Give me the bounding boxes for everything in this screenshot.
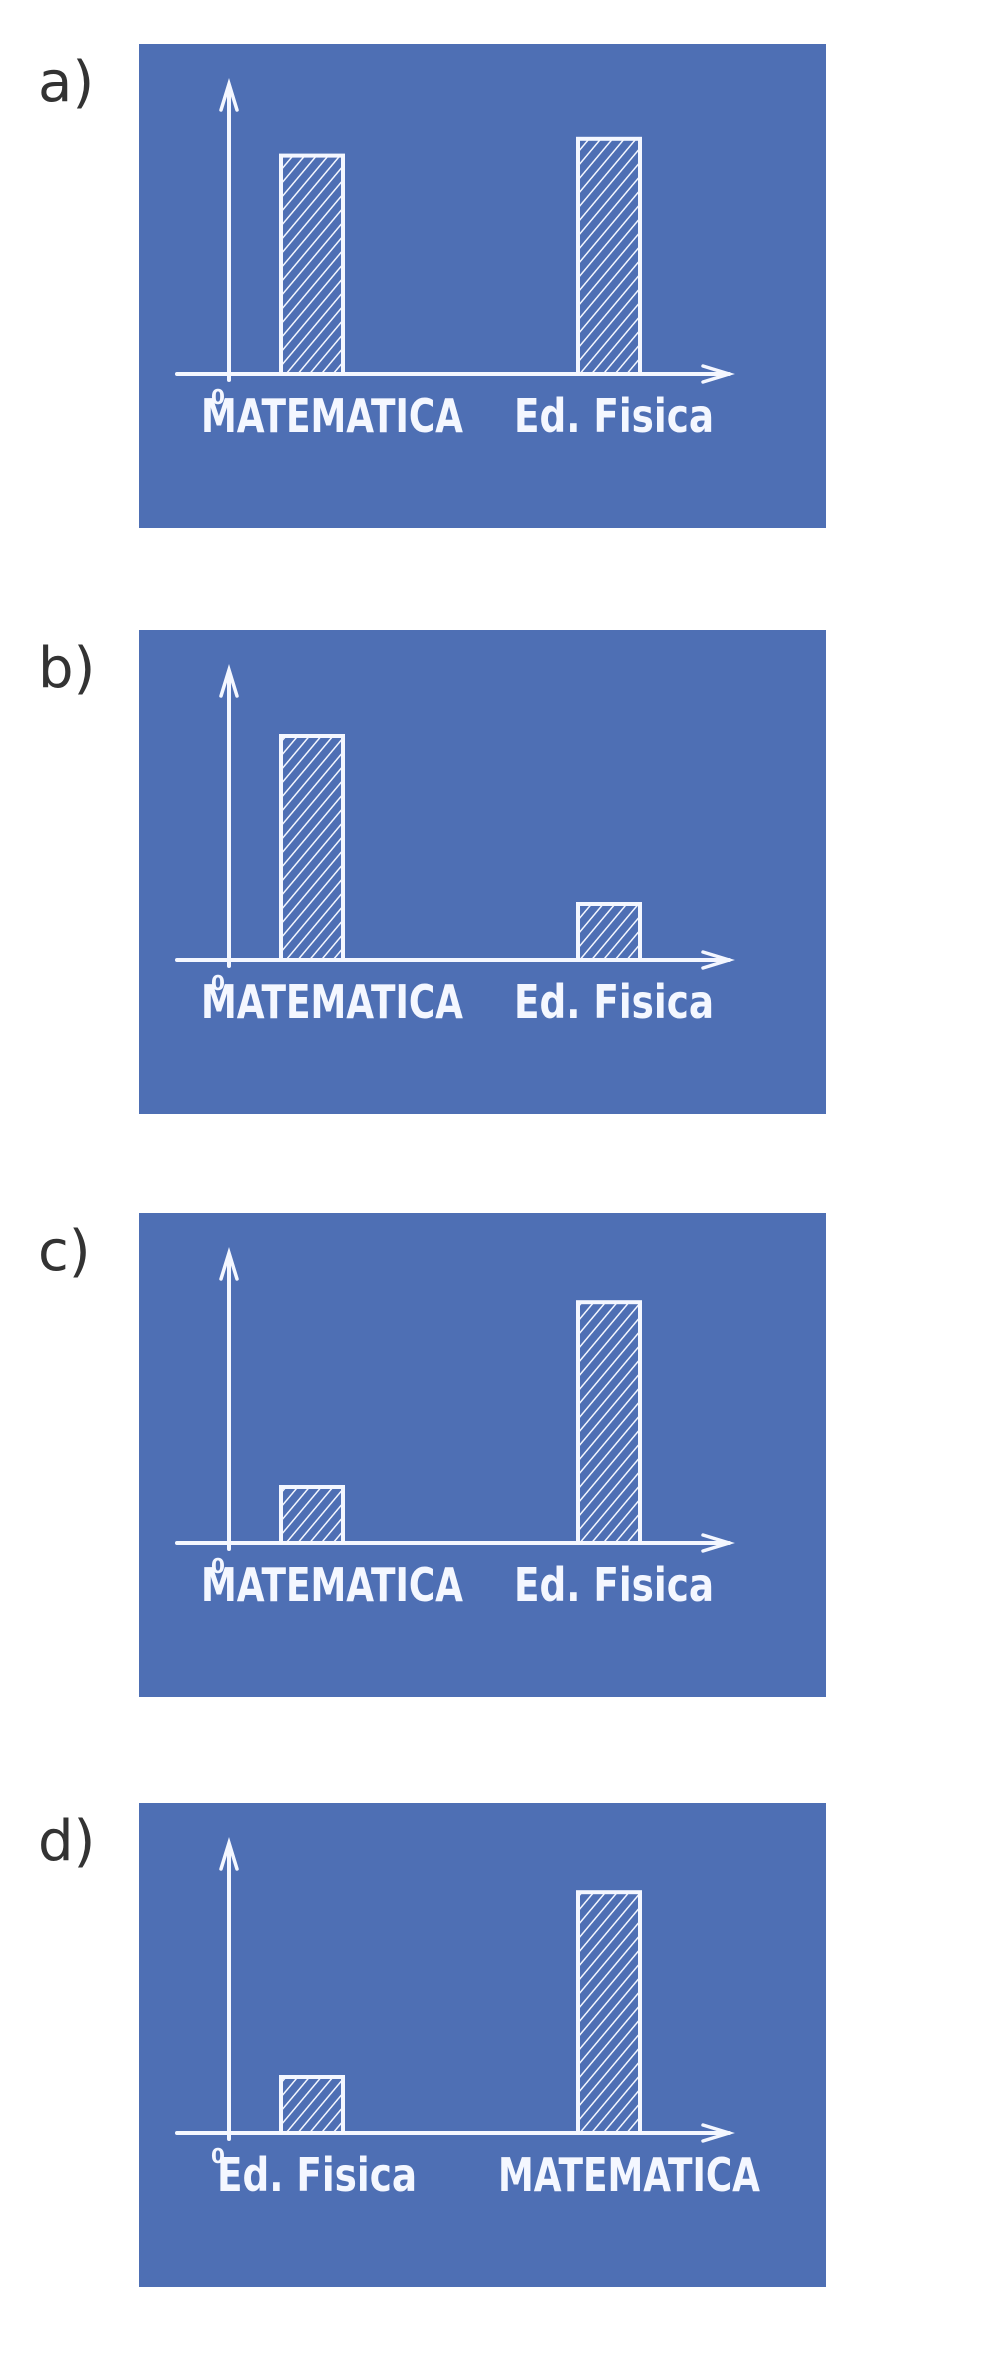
origin-label: 0: [211, 385, 225, 409]
x-axis-arrow: [701, 1533, 735, 1553]
option-label: d): [38, 1809, 96, 1874]
chart-panel: 0 MATEMATICA Ed. Fisica: [139, 1213, 826, 1697]
category-label: Ed. Fisica: [514, 389, 714, 443]
category-label: MATEMATICA: [201, 975, 463, 1029]
chart-panel: 0 MATEMATICA Ed. Fisica: [139, 630, 826, 1114]
panel-background: [139, 1213, 826, 1697]
bar: [279, 153, 345, 376]
panel-background: [139, 630, 826, 1114]
origin-label: 0: [211, 1554, 225, 1578]
option-label: c): [38, 1219, 91, 1284]
chart-panel: 0 MATEMATICA Ed. Fisica: [139, 44, 826, 528]
bar: [279, 2075, 345, 2135]
x-axis-arrow: [701, 950, 735, 970]
category-label: MATEMATICA: [201, 389, 463, 443]
chart-panel: 0 Ed. Fisica MATEMATICA: [139, 1803, 826, 2287]
y-axis-arrow: [219, 1247, 239, 1281]
bar: [576, 902, 642, 962]
panel-background: [139, 44, 826, 528]
bar: [576, 1890, 642, 2135]
bar: [279, 734, 345, 962]
category-label: Ed. Fisica: [514, 1558, 714, 1612]
y-axis-arrow: [219, 78, 239, 112]
category-label: Ed. Fisica: [514, 975, 714, 1029]
bar: [576, 136, 642, 376]
option-d[interactable]: d) 0 Ed. Fisica MATEMATICA: [0, 1803, 984, 2303]
bar: [279, 1485, 345, 1545]
panel-background: [139, 1803, 826, 2287]
option-label: b): [38, 636, 96, 701]
y-axis-arrow: [219, 1837, 239, 1871]
option-c[interactable]: c) 0 MATEMATICA Ed. Fisica: [0, 1213, 984, 1713]
x-axis-arrow: [701, 364, 735, 384]
y-axis-arrow: [219, 664, 239, 698]
option-a[interactable]: a) 0 MATEMATICA Ed. Fisica: [0, 44, 984, 544]
bar-chart: 0Ed. Fisica MATEMATICA: [139, 1803, 826, 2287]
option-label: a): [38, 50, 95, 115]
bar: [576, 1300, 642, 1545]
option-b[interactable]: b) 0 MATEMATICA Ed. Fisica: [0, 630, 984, 1130]
x-axis-arrow: [701, 2123, 735, 2143]
category-label: Ed. Fisica: [217, 2148, 417, 2202]
category-label: MATEMATICA: [498, 2148, 760, 2202]
origin-label: 0: [211, 971, 225, 995]
category-label: MATEMATICA: [201, 1558, 463, 1612]
origin-label: 0: [211, 2144, 225, 2168]
